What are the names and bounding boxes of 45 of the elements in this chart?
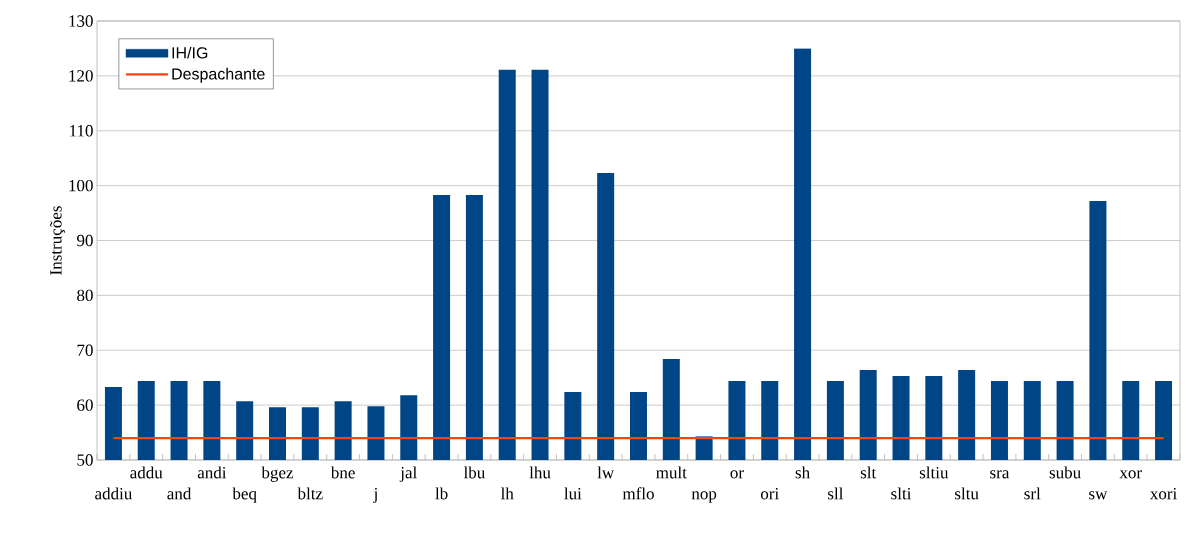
x-tick-label: lw [597,466,615,479]
y-tick-label: 60 [77,399,93,411]
x-tick-label: j [373,487,377,503]
x-tick-label: addiu [95,487,133,500]
legend-label: IH/IG [172,46,208,59]
x-tick-label: beq [232,487,257,503]
x-tick-label: mult [656,466,687,479]
x-tick-label: and [167,487,192,500]
y-tick-label: 90 [77,234,93,247]
x-tick-label: lhu [529,466,551,479]
x-tick-label: sra [990,470,1010,479]
y-tick-label: 110 [70,125,93,137]
x-tick-label: nop [691,491,717,503]
y-tick-label: 50 [77,454,93,466]
x-tick-label: lb [435,487,448,500]
x-tick-label: andi [197,466,227,479]
x-tick-label: bgez [261,466,294,482]
x-tick-label: xori [1150,487,1177,500]
x-tick-label: srl [1024,487,1041,500]
legend-label: Despachante [172,67,265,83]
x-tick-label: lui [564,487,582,500]
x-tick-label: xor [1119,470,1142,479]
x-tick-label: jal [399,466,417,482]
y-tick-label: 100 [69,179,93,192]
y-tick-label: 80 [77,289,93,302]
x-tick-label: sll [828,487,844,500]
x-tick-label: or [730,470,744,479]
x-tick-label: sltiu [919,466,949,479]
x-tick-label: addu [130,466,163,479]
x-tick-label: sw [1089,491,1108,500]
y-tick-label: 120 [69,70,93,82]
y-tick-label: 130 [69,15,93,27]
x-tick-label: sltu [955,487,979,500]
x-tick-label: sh [795,466,810,479]
x-tick-label: ori [760,487,779,500]
x-tick-label: mflo [622,487,654,500]
x-tick-label: lh [500,487,514,500]
x-tick-label: bne [330,466,355,479]
x-tick-label: slt [860,466,877,479]
x-tick-label: subu [1049,466,1081,479]
y-tick-label: 70 [77,344,93,356]
x-tick-label: slti [891,487,912,500]
y-axis-title: Instruções [50,206,66,275]
x-tick-label: bltz [297,487,323,500]
x-tick-label: lbu [463,466,485,479]
